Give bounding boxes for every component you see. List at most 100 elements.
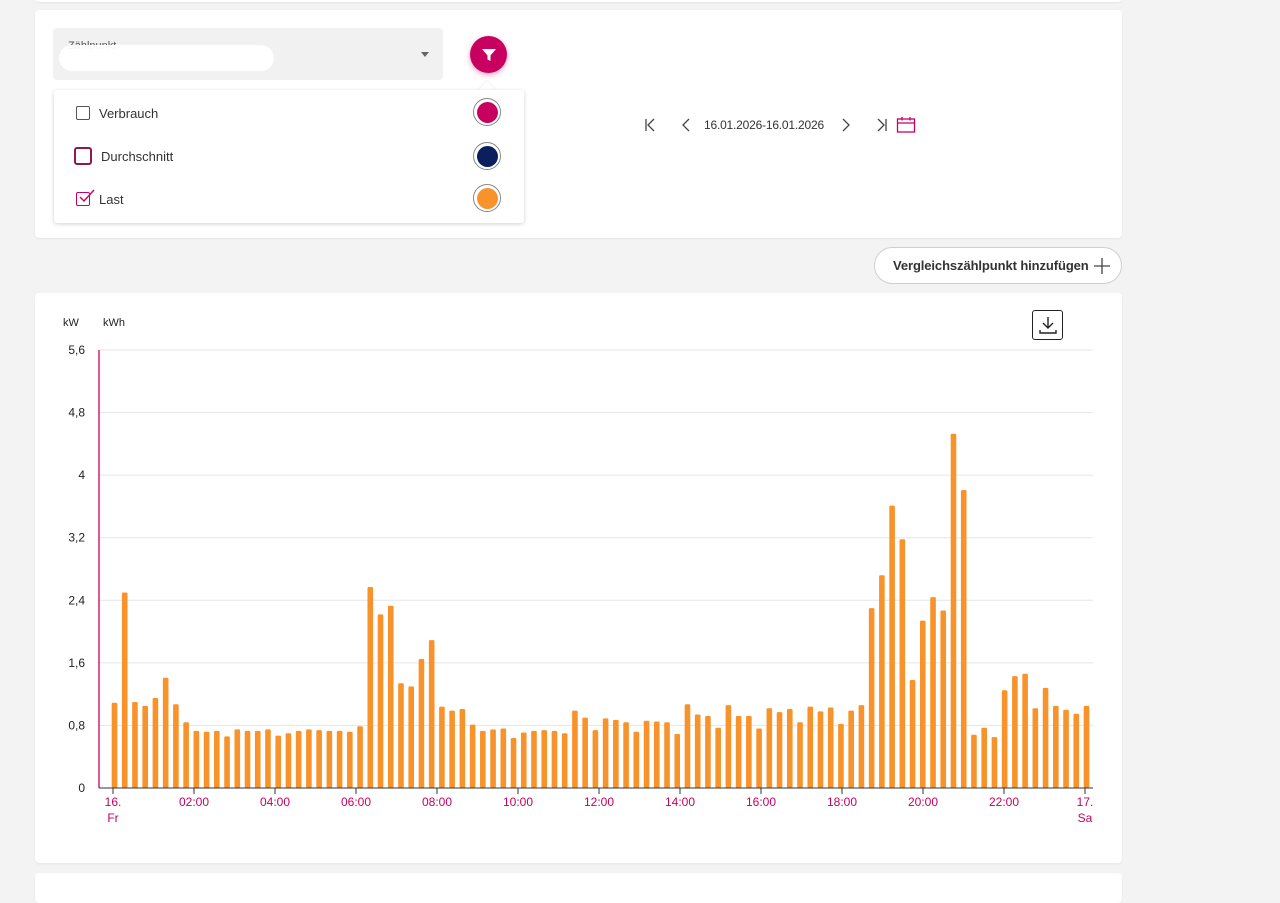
bar[interactable] <box>111 702 118 788</box>
bar[interactable] <box>664 722 670 788</box>
bar[interactable] <box>490 729 496 788</box>
bar[interactable] <box>510 737 517 788</box>
bar[interactable] <box>971 734 977 788</box>
bar[interactable] <box>582 717 588 788</box>
bar[interactable] <box>306 729 312 788</box>
bar[interactable] <box>183 722 189 788</box>
bar[interactable] <box>899 539 906 788</box>
bar[interactable] <box>991 737 998 788</box>
bar[interactable] <box>541 730 548 788</box>
bar[interactable] <box>387 605 394 788</box>
bar[interactable] <box>1073 713 1080 788</box>
bar[interactable] <box>336 730 343 788</box>
bar[interactable] <box>838 723 844 788</box>
bar[interactable] <box>919 620 926 788</box>
bar[interactable] <box>398 683 404 788</box>
checkbox-verbrauch[interactable] <box>76 106 90 120</box>
bar[interactable] <box>653 721 660 788</box>
bar[interactable] <box>746 716 752 788</box>
bar[interactable] <box>674 734 681 788</box>
bar[interactable] <box>408 686 415 788</box>
bar[interactable] <box>162 677 169 788</box>
bar[interactable] <box>950 433 957 788</box>
bar[interactable] <box>705 716 711 788</box>
bar[interactable] <box>868 608 875 788</box>
chevron-left-icon[interactable] <box>676 115 696 135</box>
color-swatch-durchschnitt[interactable] <box>473 142 501 170</box>
bar[interactable] <box>1012 676 1018 788</box>
bar[interactable] <box>1042 687 1049 788</box>
bar[interactable] <box>1022 673 1028 788</box>
bar[interactable] <box>203 731 210 788</box>
bar[interactable] <box>347 731 353 788</box>
bar[interactable] <box>316 730 322 788</box>
checkbox-durchschnitt[interactable] <box>74 147 92 165</box>
bar[interactable] <box>469 724 476 788</box>
bar[interactable] <box>797 722 803 788</box>
bar[interactable] <box>807 706 814 788</box>
first-page-icon[interactable] <box>640 115 660 135</box>
bar[interactable] <box>909 680 916 788</box>
bar[interactable] <box>173 704 179 788</box>
bar[interactable] <box>684 704 691 788</box>
bar[interactable] <box>879 575 885 788</box>
last-page-icon[interactable] <box>872 115 892 135</box>
calendar-icon[interactable] <box>896 115 916 135</box>
bar[interactable] <box>1083 705 1090 789</box>
add-comparison-meter-button[interactable]: Vergleichszählpunkt hinzufügen <box>874 247 1122 284</box>
bar[interactable] <box>449 710 455 788</box>
bar[interactable] <box>377 614 384 788</box>
option-last[interactable]: Last <box>76 189 124 209</box>
bar[interactable] <box>326 730 333 788</box>
color-swatch-verbrauch[interactable] <box>473 98 501 126</box>
bar[interactable] <box>643 720 650 788</box>
bar[interactable] <box>459 709 466 788</box>
bar[interactable] <box>960 490 967 788</box>
bar[interactable] <box>142 705 148 789</box>
bar[interactable] <box>817 711 824 788</box>
bar[interactable] <box>244 730 251 788</box>
bar[interactable] <box>572 710 578 788</box>
bar[interactable] <box>121 592 128 788</box>
bar[interactable] <box>930 597 936 788</box>
bar[interactable] <box>254 730 261 788</box>
bar[interactable] <box>561 733 568 788</box>
bar[interactable] <box>858 705 865 788</box>
bar[interactable] <box>428 640 435 788</box>
bar[interactable] <box>214 730 220 788</box>
bar[interactable] <box>520 732 527 788</box>
filter-button[interactable] <box>470 36 507 73</box>
bar[interactable] <box>786 709 793 788</box>
bar[interactable] <box>848 710 854 788</box>
bar[interactable] <box>193 730 200 788</box>
bar[interactable] <box>265 729 271 788</box>
option-durchschnitt[interactable]: Durchschnitt <box>74 146 173 166</box>
bar[interactable] <box>531 730 537 788</box>
bar[interactable] <box>439 706 445 788</box>
bar[interactable] <box>480 730 486 788</box>
bar[interactable] <box>694 714 701 788</box>
bar[interactable] <box>1032 708 1039 788</box>
bar[interactable] <box>1001 690 1008 788</box>
bar[interactable] <box>715 727 721 788</box>
bar[interactable] <box>940 610 947 788</box>
bar[interactable] <box>418 658 425 788</box>
bar[interactable] <box>224 736 230 788</box>
bar[interactable] <box>735 716 742 788</box>
bar[interactable] <box>152 698 159 788</box>
bar[interactable] <box>1053 705 1059 789</box>
bar[interactable] <box>285 733 292 788</box>
bar[interactable] <box>1063 709 1069 788</box>
bar[interactable] <box>295 730 302 788</box>
bar[interactable] <box>234 729 241 788</box>
bar[interactable] <box>613 719 619 788</box>
bar[interactable] <box>132 701 138 788</box>
bar[interactable] <box>725 705 732 788</box>
bar[interactable] <box>827 707 834 788</box>
bar[interactable] <box>776 712 783 788</box>
color-swatch-last[interactable] <box>473 184 501 212</box>
chevron-right-icon[interactable] <box>836 115 856 135</box>
meter-select[interactable]: Zählpunkt <box>53 28 443 80</box>
bar[interactable] <box>367 586 374 788</box>
bar[interactable] <box>602 718 609 788</box>
